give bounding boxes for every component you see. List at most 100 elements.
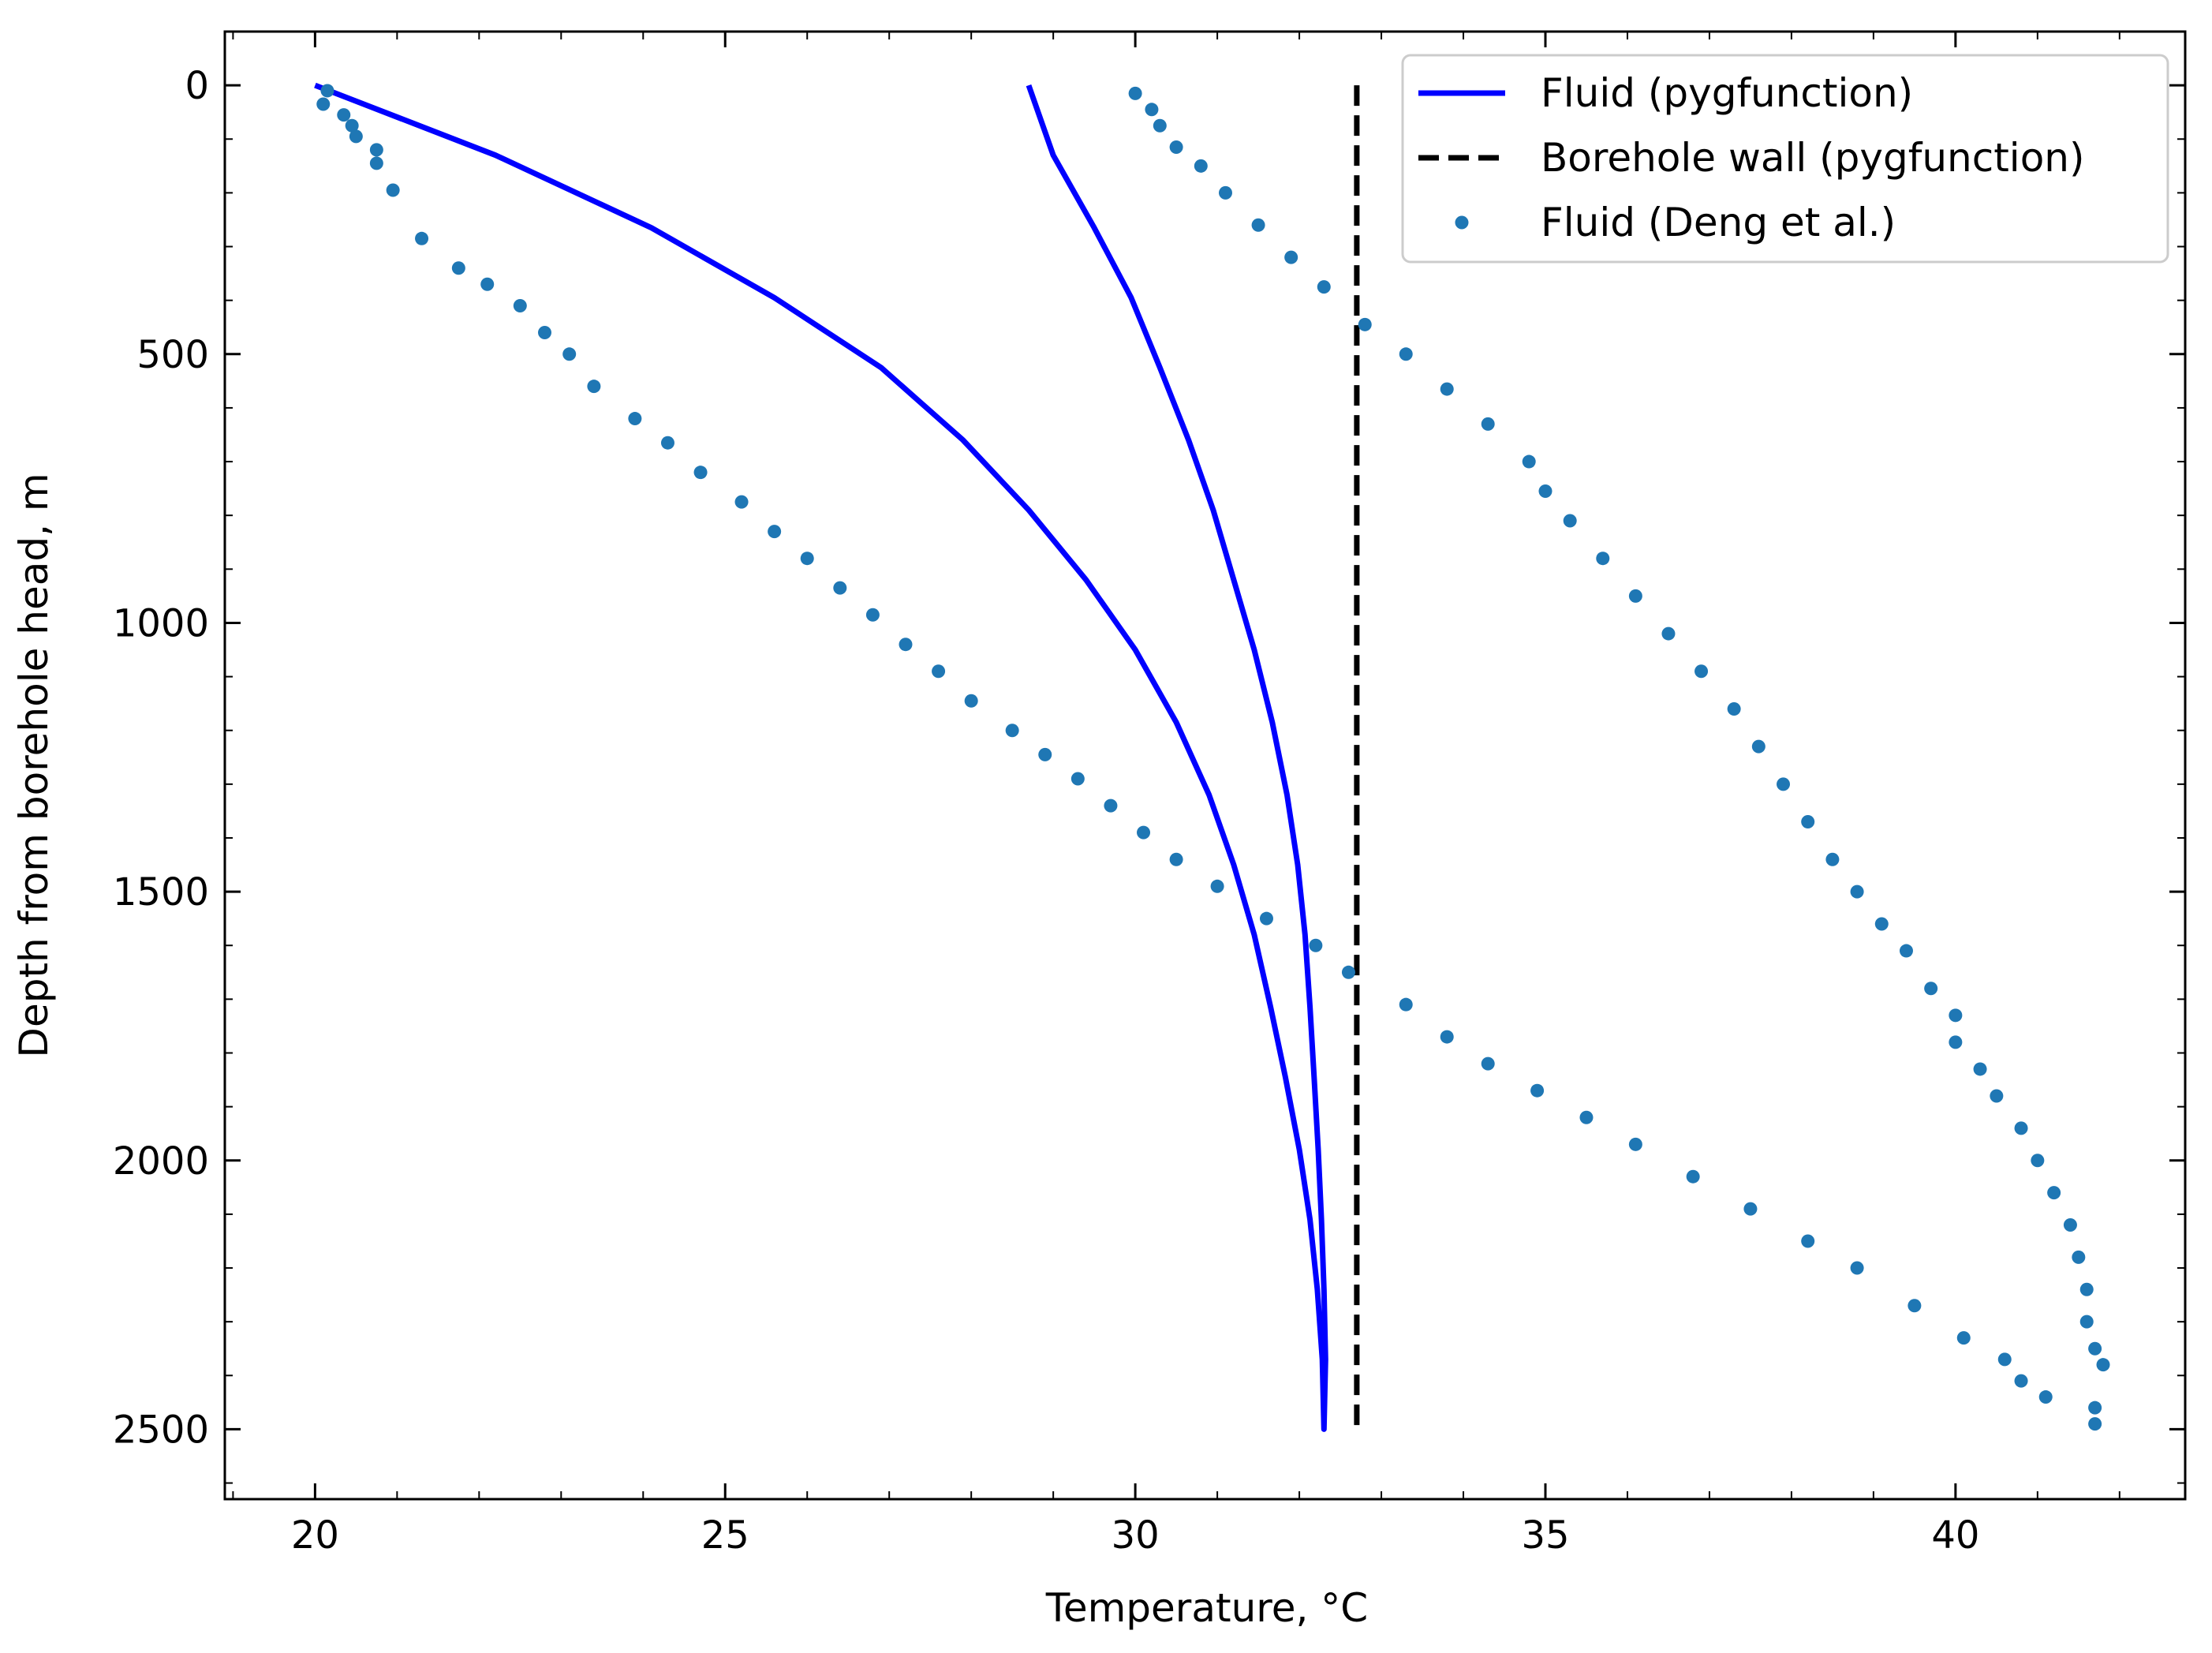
legend-label: Fluid (pygfunction) <box>1541 70 1913 116</box>
data-point <box>480 277 495 291</box>
data-point <box>1907 1299 1922 1313</box>
data-point <box>369 143 383 157</box>
data-point <box>1145 103 1159 117</box>
data-point <box>734 495 749 509</box>
data-point <box>1104 798 1118 813</box>
data-point <box>1194 159 1208 173</box>
data-point <box>538 326 552 340</box>
data-point <box>2088 1341 2102 1356</box>
data-point <box>1210 879 1224 893</box>
data-point <box>1777 777 1791 791</box>
data-point <box>1358 317 1372 331</box>
data-point <box>1284 250 1298 264</box>
data-point <box>349 129 363 144</box>
data-point <box>1440 1030 1454 1044</box>
y-tick-label: 0 <box>185 64 209 108</box>
data-point <box>2047 1186 2061 1200</box>
data-point <box>1973 1062 1987 1076</box>
legend-label: Fluid (Deng et al.) <box>1541 200 1896 245</box>
data-point <box>865 608 880 622</box>
data-point <box>345 118 359 133</box>
data-point <box>2088 1401 2102 1415</box>
x-tick-label: 30 <box>1112 1513 1160 1558</box>
data-point <box>1038 747 1052 761</box>
data-point <box>1169 852 1183 866</box>
data-point <box>1137 825 1151 840</box>
data-point <box>1874 917 1889 931</box>
data-point <box>1153 118 1167 133</box>
data-point <box>2096 1358 2110 1372</box>
data-point <box>1005 724 1019 738</box>
data-point <box>1399 997 1413 1012</box>
data-point <box>800 552 814 566</box>
data-point <box>587 380 601 394</box>
data-point <box>451 261 465 275</box>
x-tick-label: 20 <box>291 1513 339 1558</box>
data-point <box>2079 1282 2094 1296</box>
data-point <box>1949 1008 1963 1023</box>
y-tick-label: 1500 <box>113 870 209 914</box>
data-point <box>768 525 782 539</box>
data-point <box>1924 982 1938 996</box>
y-tick-label: 500 <box>136 333 209 377</box>
data-point <box>513 298 527 312</box>
data-point <box>1259 911 1273 926</box>
data-point <box>2088 1417 2102 1431</box>
data-point <box>1661 626 1676 641</box>
data-point <box>1341 965 1355 979</box>
data-point <box>1399 347 1413 361</box>
data-point <box>1694 664 1709 679</box>
data-point <box>1751 739 1765 754</box>
data-point <box>2014 1121 2028 1135</box>
data-point <box>1563 514 1577 528</box>
plot-area <box>314 82 2110 1432</box>
data-point <box>2072 1250 2086 1264</box>
series-fluid-pygfunction-line <box>314 82 1328 1432</box>
data-point <box>369 156 383 170</box>
y-axis-label: Depth from borehole head, m <box>11 473 57 1057</box>
x-tick-label: 35 <box>1521 1513 1569 1558</box>
x-axis-label: Temperature, °C <box>1045 1585 1368 1631</box>
data-point <box>1309 938 1323 952</box>
data-point <box>1218 185 1232 200</box>
legend: Fluid (pygfunction) Borehole wall (pygfun… <box>1401 54 2169 264</box>
data-point <box>1997 1352 2012 1367</box>
data-point <box>415 231 429 245</box>
data-point <box>1990 1089 2004 1103</box>
data-point <box>1850 1261 1864 1275</box>
y-axis-ticks: 0 500 1000 1500 2000 2500 <box>113 31 2185 1484</box>
x-tick-label: 40 <box>1931 1513 1979 1558</box>
data-point <box>562 347 577 361</box>
data-point <box>628 412 642 426</box>
data-point <box>386 183 400 197</box>
data-point <box>1956 1331 1971 1345</box>
data-point <box>1169 140 1183 154</box>
data-point <box>316 97 331 111</box>
x-tick-label: 25 <box>701 1513 749 1558</box>
x-axis-ticks: 20 25 30 35 40 <box>232 32 2120 1558</box>
data-point <box>660 436 674 450</box>
data-point <box>320 84 334 98</box>
data-point <box>1538 484 1553 499</box>
legend-box <box>1401 54 2169 264</box>
series-fluid-deng <box>316 84 2110 1431</box>
legend-label: Borehole wall (pygfunction) <box>1541 135 2084 181</box>
data-point <box>1850 884 1864 899</box>
y-tick-label: 1000 <box>113 601 209 645</box>
data-point <box>2014 1374 2028 1388</box>
data-point <box>1949 1035 1963 1049</box>
data-point <box>1440 382 1454 396</box>
data-point <box>1481 417 1495 431</box>
data-point <box>1596 552 1610 566</box>
data-point <box>2031 1154 2045 1168</box>
data-point <box>1579 1110 1594 1124</box>
data-point <box>2079 1315 2094 1329</box>
axes-frame <box>223 30 2187 1501</box>
data-point <box>2038 1390 2053 1404</box>
data-point <box>337 108 351 122</box>
data-point <box>932 664 946 679</box>
axes-border <box>223 30 2187 1501</box>
data-point <box>964 694 978 708</box>
